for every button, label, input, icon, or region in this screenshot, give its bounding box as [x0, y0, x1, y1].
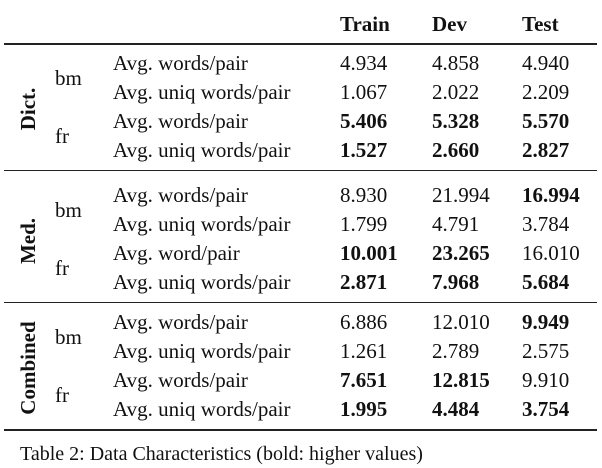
metric-label: Avg. uniq words/pair	[113, 80, 291, 104]
cell-value: 8.930	[340, 183, 388, 207]
table-rule	[4, 429, 597, 431]
cell-value: 5.328	[432, 109, 480, 133]
cell-value: 3.754	[522, 397, 570, 421]
group-label: Med.	[16, 217, 40, 265]
table-rule	[4, 43, 597, 45]
cell-value: 16.010	[522, 241, 580, 265]
metric-label: Avg. uniq words/pair	[113, 270, 291, 294]
column-header: Test	[522, 12, 559, 36]
subgroup-label: fr	[55, 382, 69, 407]
cell-value: 21.994	[432, 183, 490, 207]
metric-label: Avg. uniq words/pair	[113, 397, 291, 421]
cell-value: 2.789	[432, 339, 480, 363]
cell-value: 4.934	[340, 51, 388, 75]
table-rule	[4, 170, 597, 171]
subgroup-label: bm	[55, 324, 82, 349]
cell-value: 4.791	[432, 212, 480, 236]
cell-value: 2.827	[522, 138, 570, 162]
metric-label: Avg. words/pair	[113, 109, 248, 133]
column-header: Dev	[432, 12, 467, 36]
cell-value: 1.527	[340, 138, 388, 162]
subgroup-label: fr	[55, 255, 69, 280]
cell-value: 4.858	[432, 51, 480, 75]
cell-value: 5.570	[522, 109, 570, 133]
cell-value: 1.261	[340, 339, 388, 363]
metric-label: Avg. uniq words/pair	[113, 212, 291, 236]
cell-value: 12.010	[432, 310, 490, 334]
metric-label: Avg. uniq words/pair	[113, 339, 291, 363]
cell-value: 7.651	[340, 368, 388, 392]
cell-value: 5.406	[340, 109, 388, 133]
group-label: Dict.	[16, 87, 40, 131]
metric-label: Avg. words/pair	[113, 51, 248, 75]
cell-value: 16.994	[522, 183, 580, 207]
cell-value: 3.784	[522, 212, 570, 236]
cell-value: 2.575	[522, 339, 570, 363]
table-caption: Table 2: Data Characteristics (bold: hig…	[20, 443, 423, 465]
cell-value: 9.910	[522, 368, 570, 392]
subgroup-label: bm	[55, 197, 82, 222]
subgroup-label: bm	[55, 65, 82, 90]
metric-label: Avg. word/pair	[113, 241, 240, 265]
cell-value: 6.886	[340, 310, 388, 334]
cell-value: 1.799	[340, 212, 388, 236]
cell-value: 5.684	[522, 270, 570, 294]
cell-value: 2.209	[522, 80, 570, 104]
subgroup-label: fr	[55, 123, 69, 148]
cell-value: 2.871	[340, 270, 388, 294]
cell-value: 10.001	[340, 241, 398, 265]
cell-value: 2.660	[432, 138, 480, 162]
cell-value: 4.484	[432, 397, 480, 421]
cell-value: 2.022	[432, 80, 480, 104]
metric-label: Avg. words/pair	[113, 310, 248, 334]
group-label: Combined	[16, 321, 40, 415]
cell-value: 7.968	[432, 270, 480, 294]
table-rule	[4, 302, 597, 303]
cell-value: 23.265	[432, 241, 490, 265]
cell-value: 1.995	[340, 397, 388, 421]
metric-label: Avg. words/pair	[113, 368, 248, 392]
cell-value: 9.949	[522, 310, 570, 334]
cell-value: 12.815	[432, 368, 490, 392]
cell-value: 4.940	[522, 51, 570, 75]
column-header: Train	[340, 12, 390, 36]
cell-value: 1.067	[340, 80, 388, 104]
metric-label: Avg. uniq words/pair	[113, 138, 291, 162]
metric-label: Avg. words/pair	[113, 183, 248, 207]
